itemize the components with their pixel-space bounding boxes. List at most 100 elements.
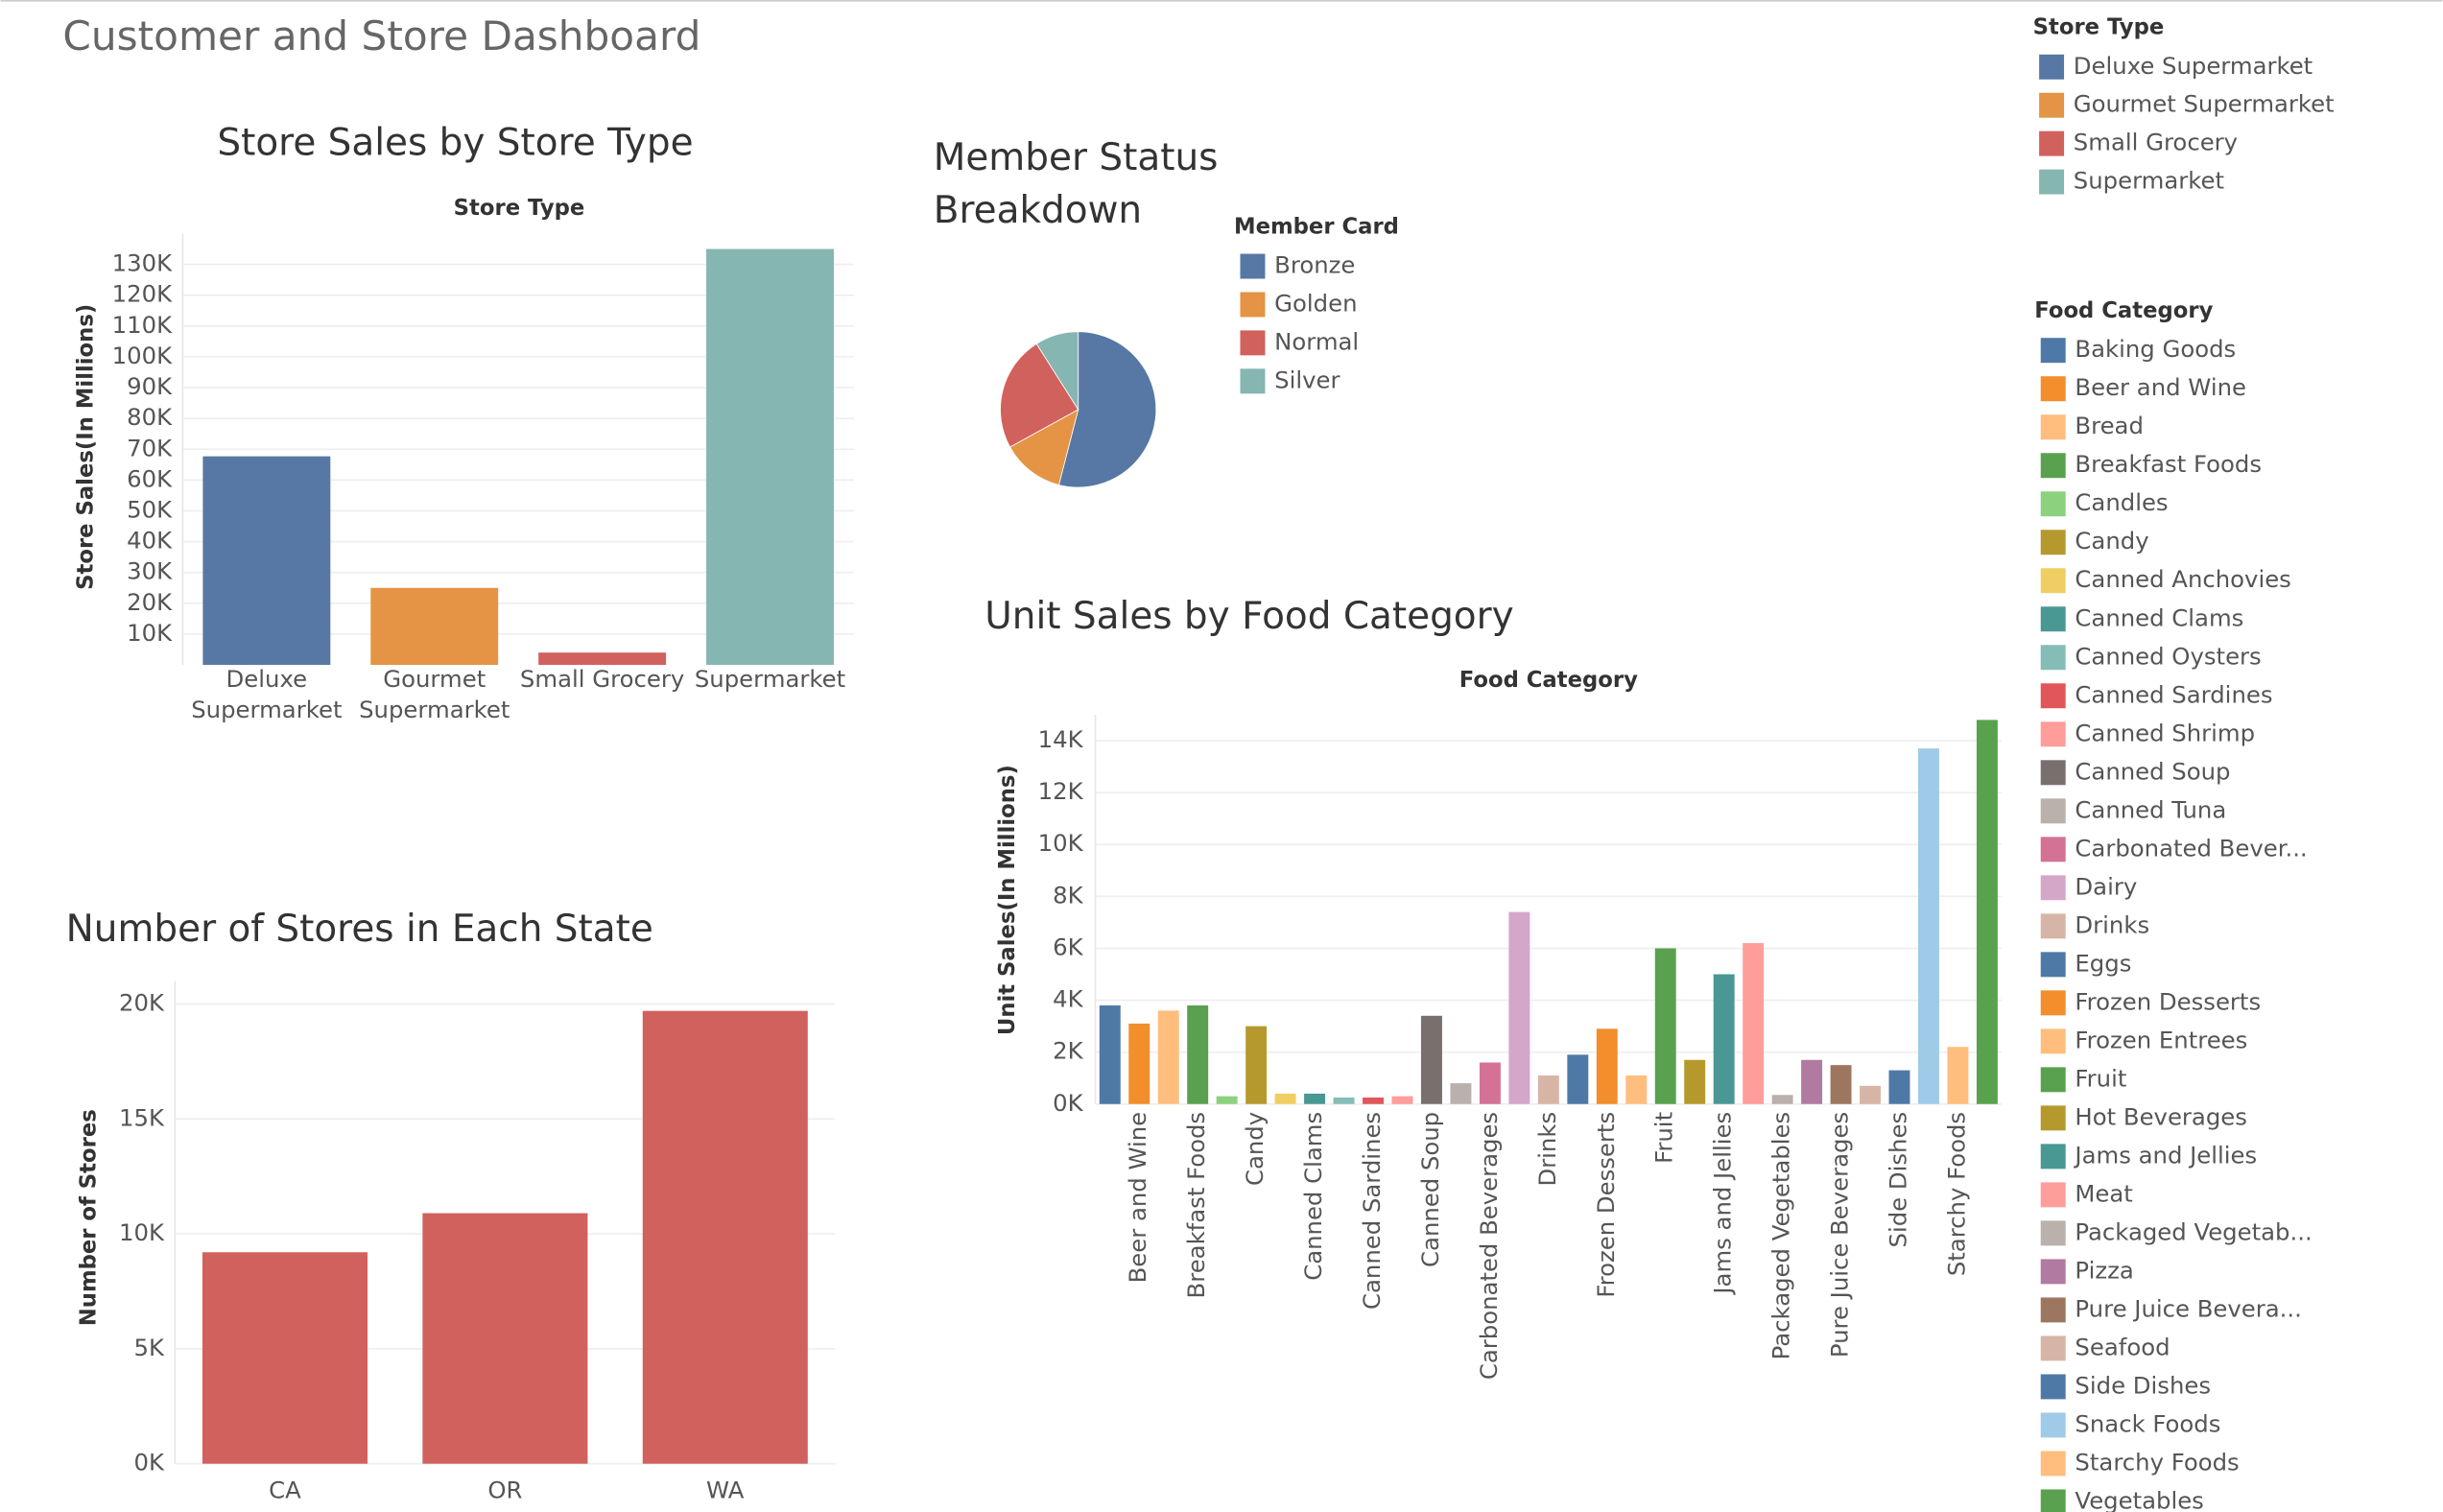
legend-label: Vegetables [2075, 1486, 2203, 1512]
bar [1363, 1097, 1384, 1104]
legend-label: Bread [2075, 412, 2143, 439]
legend-swatch [2040, 1412, 2066, 1438]
legend-label: Meat [2075, 1179, 2132, 1207]
legend-swatch [2039, 130, 2065, 156]
x-tick-label: OR [487, 1476, 523, 1504]
legend-label: Small Grocery [2074, 129, 2238, 156]
y-tick-label: 2K [1053, 1037, 1083, 1065]
y-tick-label: 0K [1053, 1089, 1083, 1117]
legend-label: Side Dishes [2075, 1371, 2211, 1399]
y-tick-label: 120K [112, 280, 173, 308]
legend-swatch [2040, 530, 2066, 555]
legend-label: Canned Tuna [2075, 795, 2226, 823]
bar [1508, 911, 1530, 1104]
legend-swatch [2040, 645, 2066, 671]
x-tick-label: Breakfast Foods [1182, 1112, 1210, 1299]
y-tick-label: 60K [127, 464, 173, 492]
x-tick-label: Supermarket [694, 665, 846, 694]
x-tick-label: Canned Soup [1416, 1112, 1444, 1267]
bar [1596, 1028, 1618, 1104]
y-tick-label: 6K [1053, 933, 1083, 960]
bar [370, 587, 499, 666]
x-tick-label: Deluxe Supermarket [191, 665, 343, 724]
pie-slice [1035, 331, 1079, 412]
legend-swatch [2040, 1028, 2066, 1054]
x-tick-label: Jams and Jellies [1709, 1112, 1737, 1296]
x-tick-label: CA [269, 1476, 301, 1504]
legend-label: Golden [1274, 289, 1357, 317]
legend-swatch [1240, 292, 1266, 318]
legend-swatch [2040, 875, 2066, 901]
y-tick-label: 12K [1038, 777, 1084, 805]
bar [1918, 748, 1939, 1104]
bar [1888, 1070, 1910, 1104]
legend-swatch [2039, 169, 2065, 195]
bar [1099, 1004, 1121, 1104]
legend-label: Gourmet Supermarket [2074, 90, 2335, 118]
legend-label: Breakfast Foods [2075, 450, 2262, 478]
legend-swatch [2040, 1489, 2066, 1512]
bar [1537, 1075, 1559, 1104]
x-tick-label: Small Grocery [519, 665, 685, 694]
chart-title: Store Sales by Store Type [217, 121, 693, 164]
legend-swatch [2040, 798, 2066, 824]
y-tick-label: 30K [127, 557, 173, 585]
legend-label: Canned Oysters [2075, 642, 2261, 670]
bar [1743, 943, 1765, 1104]
legend-label: Fruit [2075, 1064, 2126, 1092]
legend-label: Canned Clams [2075, 603, 2243, 631]
bar [1216, 1096, 1238, 1104]
bar [1654, 948, 1676, 1104]
legend-swatch [2040, 1067, 2066, 1093]
bar [642, 1010, 808, 1464]
legend-swatch [2040, 760, 2066, 786]
y-tick-label: 110K [112, 311, 173, 339]
legend-swatch [2040, 414, 2066, 440]
x-header: Food Category [1459, 668, 1638, 693]
bar [1684, 1059, 1706, 1104]
y-tick-label: 8K [1053, 881, 1083, 909]
bar [1976, 720, 1998, 1104]
bar [1830, 1065, 1852, 1104]
x-tick-label: WA [706, 1476, 745, 1504]
bar [1450, 1083, 1472, 1104]
legend-label: Hot Beverages [2075, 1102, 2246, 1130]
bar [202, 456, 331, 666]
legend-swatch [2039, 92, 2065, 118]
legend-label: Baking Goods [2075, 335, 2236, 363]
x-tick-label: Canned Clams [1299, 1112, 1327, 1281]
chart-title: Number of Stores in Each State [66, 908, 653, 951]
legend-label: Bronze [1274, 251, 1355, 279]
legend-swatch [2040, 1182, 2066, 1208]
y-tick-label: 130K [112, 249, 173, 277]
legend-title: Store Type [2033, 15, 2165, 40]
bar [1187, 1004, 1209, 1104]
y-tick-label: 50K [127, 495, 173, 523]
bar [1625, 1075, 1648, 1104]
legend-label: Eggs [2075, 949, 2131, 977]
bar [202, 1252, 368, 1464]
legend-label: Candy [2075, 527, 2148, 555]
pie-slice [1009, 409, 1079, 485]
y-tick-label: 5K [133, 1334, 164, 1361]
legend-label: Frozen Desserts [2075, 987, 2261, 1015]
bar [1304, 1093, 1326, 1104]
legend-swatch [2040, 913, 2066, 939]
x-tick-label: Packaged Vegetables [1767, 1112, 1795, 1359]
legend-label: Normal [1274, 327, 1359, 355]
y-tick-label: 90K [127, 372, 173, 400]
bar [1801, 1059, 1823, 1104]
dashboard-title: Customer and Store Dashboard [62, 12, 700, 59]
legend-swatch [2040, 1220, 2066, 1246]
x-tick-label-box: Supermarket [694, 665, 846, 694]
x-tick-label: Candy [1241, 1112, 1269, 1186]
bar [538, 652, 667, 666]
legend-label: Canned Anchovies [2075, 565, 2290, 593]
x-tick-label-box: Deluxe Supermarket [191, 665, 343, 724]
legend-label: Jams and Jellies [2073, 1141, 2257, 1169]
legend-label: Dairy [2075, 872, 2137, 900]
legend-swatch [1240, 330, 1266, 356]
legend-swatch [2040, 1259, 2066, 1285]
y-tick-label: 20K [127, 588, 173, 616]
